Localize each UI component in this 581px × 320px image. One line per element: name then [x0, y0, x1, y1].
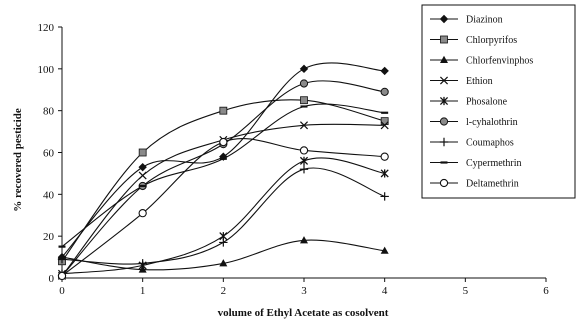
series-line-phosalone: [61, 157, 385, 275]
data-point-deltamethrin: [138, 209, 147, 218]
y-axis-ticks: 0 20 40 60 80 100 120: [38, 22, 62, 285]
legend-marker-coumaphos: [439, 137, 449, 147]
legend-label-l-cyhalothrin: l-cyhalothrin: [466, 117, 518, 128]
data-point-chlorpyrifos: [219, 106, 228, 115]
data-point-ethion: [299, 121, 309, 130]
legend-item-cypermethrin: Cypermethrin: [430, 158, 522, 169]
legend-marker-chlorpyrifos: [440, 35, 448, 44]
legend-items: Diazinon Chlorpyrifos Chlorfenvinphos Ethio…: [430, 15, 533, 190]
legend-item-coumaphos: Coumaphos: [430, 138, 514, 149]
data-point-diazinon: [299, 64, 309, 74]
legend-label-coumaphos: Coumaphos: [466, 138, 514, 149]
plot-area: 0 20 40 60 80 100 120 0 1 2 3 4 5 6: [38, 22, 550, 297]
data-point-coumaphos: [219, 238, 228, 247]
legend-marker-deltamethrin: [439, 178, 449, 188]
x-tick-label: 6: [543, 285, 549, 297]
legend-item-diazinon: Diazinon: [430, 15, 503, 26]
data-point-coumaphos: [380, 192, 389, 201]
series-line-coumaphos: [61, 167, 385, 265]
y-tick-label: 100: [38, 64, 55, 76]
data-point-l-cyhalothrin: [380, 87, 389, 96]
series-markers: [57, 64, 389, 281]
legend-label-deltamethrin: Deltamethrin: [466, 179, 519, 190]
data-point-chlorfenvinphos: [219, 259, 228, 267]
x-axis-ticks: 0 1 2 3 4 5 6: [59, 278, 549, 297]
legend-label-cypermethrin: Cypermethrin: [466, 158, 522, 169]
data-point-phosalone: [380, 169, 389, 178]
data-point-deltamethrin: [299, 146, 309, 155]
data-point-diazinon: [380, 66, 389, 76]
legend: Diazinon Chlorpyrifos Chlorfenvinphos Ethio…: [421, 4, 576, 199]
data-point-diazinon: [138, 162, 147, 172]
legend-marker-phosalone: [439, 96, 449, 106]
legend-marker-l-cyhalothrin: [439, 117, 449, 126]
series-line-ethion: [61, 123, 385, 277]
legend-item-ethion: Ethion: [430, 76, 493, 87]
legend-label-diazinon: Diazinon: [466, 15, 503, 26]
x-tick-label: 4: [382, 285, 388, 297]
legend-item-deltamethrin: Deltamethrin: [430, 179, 519, 190]
x-tick-label: 2: [221, 285, 227, 297]
y-axis-label: % recovered pesticide: [12, 108, 24, 212]
x-tick-label: 5: [463, 285, 469, 297]
legend-label-chlorfenvinphos: Chlorfenvinphos: [466, 56, 533, 67]
y-tick-label: 60: [43, 148, 55, 160]
data-point-chlorfenvinphos: [300, 236, 308, 244]
data-point-chlorpyrifos: [300, 96, 308, 105]
y-tick-label: 0: [49, 273, 55, 285]
data-point-l-cyhalothrin: [299, 79, 309, 88]
data-point-deltamethrin: [219, 137, 228, 147]
data-point-deltamethrin: [57, 271, 67, 281]
data-point-chlorpyrifos: [138, 148, 147, 157]
x-tick-label: 0: [59, 285, 65, 297]
legend-marker-chlorfenvinphos: [440, 55, 448, 63]
data-point-phosalone: [299, 156, 309, 165]
data-point-coumaphos: [138, 259, 147, 268]
series-line-cypermethrin: [61, 103, 385, 248]
legend-item-l-cyhalothrin: l-cyhalothrin: [430, 117, 518, 128]
legend-item-phosalone: Phosalone: [430, 97, 508, 108]
y-tick-label: 20: [43, 231, 55, 243]
data-point-deltamethrin: [380, 152, 389, 161]
legend-item-chlorfenvinphos: Chlorfenvinphos: [430, 56, 533, 67]
legend-label-phosalone: Phosalone: [466, 97, 508, 108]
data-point-coumaphos: [299, 165, 309, 174]
data-point-chlorfenvinphos: [380, 246, 389, 254]
y-tick-label: 40: [43, 189, 55, 201]
y-tick-label: 80: [43, 106, 55, 118]
data-point-ethion: [380, 121, 389, 130]
x-tick-label: 1: [140, 285, 146, 297]
legend-item-chlorpyrifos: Chlorpyrifos: [430, 35, 517, 46]
x-tick-label: 3: [301, 285, 307, 297]
data-point-coumaphos: [57, 254, 67, 264]
x-axis-label: volume of Ethyl Acetate as cosolvent: [218, 307, 389, 319]
legend-marker-diazinon: [439, 14, 449, 24]
y-tick-label: 120: [38, 22, 55, 34]
legend-label-ethion: Ethion: [466, 76, 493, 87]
legend-marker-ethion: [439, 76, 449, 85]
data-point-ethion: [138, 171, 147, 180]
legend-label-chlorpyrifos: Chlorpyrifos: [466, 35, 517, 46]
